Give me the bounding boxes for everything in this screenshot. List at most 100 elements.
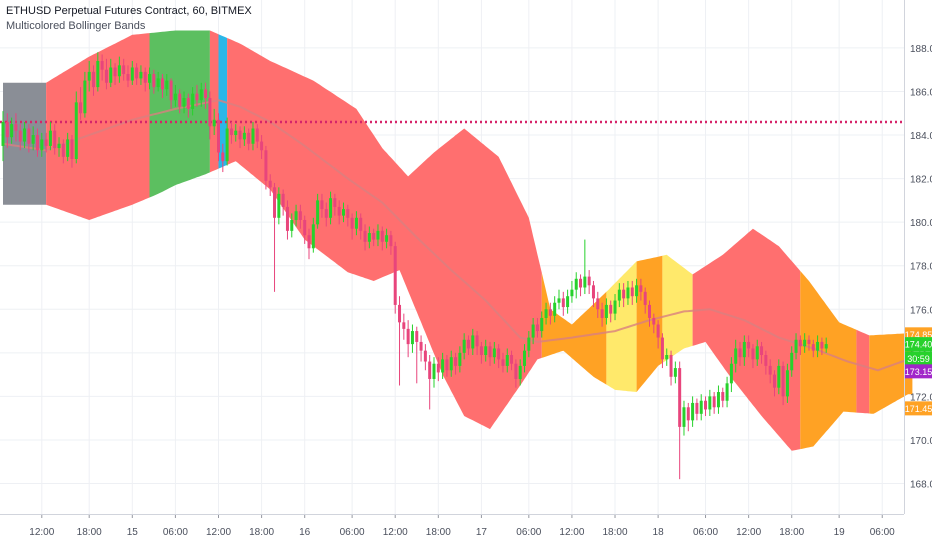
candle-body — [152, 74, 156, 88]
candle-body — [566, 296, 570, 308]
candle-body — [695, 402, 699, 414]
candle-body — [768, 365, 772, 375]
candle-body — [475, 335, 479, 347]
candle-body — [734, 348, 738, 364]
candle-body — [617, 289, 621, 301]
candle-body — [156, 78, 160, 88]
candle-body — [699, 400, 703, 414]
candle-body — [742, 341, 746, 358]
candle-body — [712, 396, 716, 408]
candle-body — [777, 365, 781, 388]
candle-body — [268, 180, 272, 188]
indicator-title[interactable]: Multicolored Bollinger Bands — [6, 20, 146, 32]
y-tick-label: 188.00 — [910, 44, 932, 55]
candle-body — [320, 200, 324, 210]
candle-body — [44, 139, 48, 146]
candle-body — [635, 285, 639, 297]
candle-body — [122, 65, 126, 75]
candle-body — [40, 139, 44, 151]
candle-body — [79, 102, 83, 114]
candle-body — [535, 324, 539, 332]
candle-body — [273, 187, 277, 218]
candle-body — [691, 402, 695, 421]
candle-body — [527, 337, 531, 351]
candle-body — [471, 335, 475, 349]
candle-body — [824, 344, 828, 349]
x-tick-label: 06:00 — [516, 527, 541, 538]
band-segment-orange — [869, 333, 913, 414]
candle-body — [660, 337, 664, 360]
candle-body — [518, 365, 522, 379]
candle-body — [760, 346, 764, 356]
candle-body — [410, 331, 414, 345]
candle-body — [587, 276, 591, 286]
candle-body — [186, 98, 190, 109]
candle-body — [277, 193, 281, 218]
candle-body — [217, 119, 220, 153]
candle-body — [182, 98, 186, 107]
candle-body — [337, 206, 341, 216]
candle-body — [445, 359, 449, 371]
candle-body — [130, 67, 134, 81]
x-tick-label: 18:00 — [779, 527, 804, 538]
candle-body — [165, 80, 169, 90]
x-tick-label: 06:00 — [163, 527, 188, 538]
candle-body — [359, 217, 363, 231]
candle-body — [83, 80, 87, 114]
candle-body — [613, 300, 617, 314]
candle-body — [208, 98, 212, 127]
x-tick-label: 12:00 — [29, 527, 54, 538]
y-tick-label: 178.00 — [910, 262, 932, 273]
candle-body — [173, 93, 177, 101]
candle-body — [419, 341, 423, 351]
candle-body — [70, 139, 74, 159]
y-tick-label: 168.00 — [910, 480, 932, 491]
candle-body — [341, 209, 345, 216]
x-tick-label: 19 — [834, 527, 846, 538]
candle-body — [764, 355, 768, 366]
candle-body — [510, 355, 514, 364]
x-tick-label: 12:00 — [559, 527, 584, 538]
x-tick-label: 12:00 — [383, 527, 408, 538]
candle-body — [501, 359, 505, 366]
candle-body — [66, 139, 70, 157]
candle-body — [553, 302, 557, 316]
candle-body — [544, 309, 548, 318]
candle-body — [367, 233, 371, 242]
candle-body — [639, 285, 643, 292]
candle-body — [195, 93, 199, 101]
price-label-box — [905, 364, 932, 379]
symbol-title[interactable]: ETHUSD Perpetual Futures Contract, 60, B… — [6, 5, 252, 17]
candle-body — [303, 219, 307, 236]
candle-body — [48, 130, 52, 146]
candle-body — [238, 130, 242, 140]
candle-body — [643, 291, 647, 305]
candle-body — [333, 198, 337, 207]
candle-body — [738, 348, 742, 358]
candle-body — [484, 346, 488, 356]
candle-body — [212, 119, 216, 127]
candle-body — [23, 128, 27, 142]
candle-body — [298, 211, 302, 220]
candle-body — [96, 60, 100, 88]
band-segment-green — [149, 30, 210, 198]
candle-body — [35, 135, 39, 151]
candle-body — [626, 287, 630, 299]
candle-body — [18, 130, 22, 142]
candle-body — [225, 128, 229, 162]
candle-body — [678, 368, 682, 427]
candle-body — [169, 80, 173, 101]
candle-body — [406, 328, 410, 345]
candle-body — [57, 143, 61, 149]
candle-body — [540, 317, 544, 332]
candle-body — [652, 317, 656, 325]
candle-body — [307, 235, 311, 249]
candle-body — [488, 346, 492, 358]
candle-body — [622, 289, 626, 299]
candle-body — [148, 74, 152, 83]
candle-body — [385, 235, 389, 242]
candle-body — [682, 407, 686, 427]
candle-body — [794, 339, 798, 353]
